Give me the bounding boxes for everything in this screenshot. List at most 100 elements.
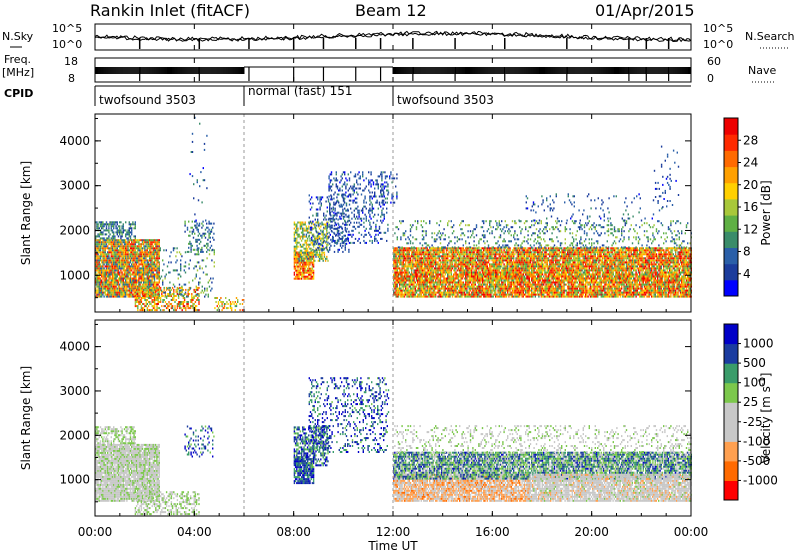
range-gate-cell bbox=[419, 267, 421, 270]
range-gate-cell bbox=[205, 273, 207, 276]
range-gate-cell bbox=[420, 257, 422, 260]
range-gate-cell bbox=[97, 293, 99, 296]
range-gate-cell bbox=[417, 277, 419, 280]
range-gate-cell bbox=[397, 251, 400, 254]
range-gate-cell bbox=[421, 259, 424, 262]
range-gate-cell bbox=[429, 265, 431, 268]
range-gate-cell bbox=[143, 243, 145, 246]
range-gate-cell bbox=[419, 295, 421, 298]
range-gate-cell bbox=[137, 241, 139, 244]
range-gate-cell bbox=[341, 239, 343, 242]
range-gate-cell bbox=[101, 271, 103, 274]
range-gate-cell bbox=[143, 271, 145, 274]
range-gate-cell bbox=[123, 277, 126, 280]
range-gate-cell bbox=[326, 229, 328, 232]
range-gate-cell bbox=[145, 285, 147, 288]
range-gate-cell bbox=[319, 198, 321, 201]
range-gate-cell bbox=[328, 235, 330, 238]
range-gate-cell bbox=[110, 223, 112, 226]
range-gate-cell bbox=[102, 291, 104, 294]
range-gate-cell bbox=[147, 269, 150, 272]
range-gate-cell bbox=[102, 263, 104, 266]
range-gate-cell bbox=[438, 253, 440, 256]
range-gate-cell bbox=[138, 273, 140, 276]
range-gate-cell bbox=[400, 279, 402, 282]
range-gate-cell bbox=[227, 307, 229, 310]
range-gate-cell bbox=[405, 265, 407, 268]
range-gate-cell bbox=[347, 219, 349, 222]
range-gate-cell bbox=[408, 249, 410, 252]
range-gate-cell bbox=[177, 277, 179, 280]
range-gate-cell bbox=[414, 295, 416, 298]
range-gate-cell bbox=[193, 295, 195, 298]
range-gate-cell bbox=[140, 245, 142, 248]
range-gate-cell bbox=[155, 273, 157, 276]
range-gate-cell bbox=[185, 307, 187, 310]
range-gate-cell bbox=[402, 247, 404, 250]
range-gate-cell bbox=[417, 263, 419, 266]
range-gate-cell bbox=[102, 275, 104, 278]
range-gate-cell bbox=[324, 236, 326, 239]
range-gate-cell bbox=[362, 175, 364, 178]
range-gate-cell bbox=[157, 301, 159, 303]
range-gate-cell bbox=[95, 245, 97, 248]
range-gate-cell bbox=[134, 259, 136, 262]
range-gate-cell bbox=[141, 285, 144, 288]
range-gate-cell bbox=[444, 293, 446, 296]
range-gate-cell bbox=[407, 247, 409, 250]
range-gate-cell bbox=[424, 277, 426, 280]
range-gate-cell bbox=[114, 253, 116, 256]
range-gate-cell bbox=[319, 196, 321, 199]
range-gate-cell bbox=[377, 229, 379, 232]
range-gate-cell bbox=[177, 295, 180, 297]
range-gate-cell bbox=[401, 251, 403, 254]
range-gate-cell bbox=[303, 275, 305, 278]
range-gate-cell bbox=[312, 223, 315, 226]
range-gate-cell bbox=[125, 257, 127, 260]
range-gate-cell bbox=[396, 277, 398, 280]
range-gate-cell bbox=[105, 287, 108, 290]
range-gate-cell bbox=[159, 286, 162, 289]
range-gate-cell bbox=[155, 287, 157, 290]
range-gate-cell bbox=[134, 273, 136, 276]
range-gate-cell bbox=[184, 261, 187, 264]
range-gate-cell bbox=[131, 263, 133, 266]
range-gate-cell bbox=[108, 279, 110, 282]
range-gate-cell bbox=[115, 279, 117, 282]
range-gate-cell bbox=[121, 261, 123, 264]
range-gate-cell bbox=[108, 293, 110, 296]
range-gate-cell bbox=[153, 283, 156, 286]
range-gate-cell bbox=[97, 291, 99, 294]
range-gate-cell bbox=[395, 249, 397, 252]
range-gate-cell bbox=[420, 247, 422, 250]
noise-traces bbox=[94, 30, 692, 49]
range-gate-cell bbox=[116, 271, 118, 274]
range-gate-cell bbox=[202, 167, 204, 170]
range-gate-cell bbox=[131, 283, 133, 286]
range-gate-cell bbox=[114, 243, 116, 246]
range-gate-cell bbox=[203, 142, 206, 145]
range-gate-cell bbox=[127, 285, 129, 288]
range-gate-cell bbox=[119, 229, 121, 232]
range-gate-cell bbox=[104, 281, 106, 284]
range-gate-cell bbox=[356, 215, 358, 218]
range-gate-cell bbox=[105, 223, 108, 226]
range-gate-cell bbox=[401, 263, 403, 266]
range-gate-cell bbox=[135, 290, 138, 293]
range-gate-cell bbox=[415, 285, 418, 288]
range-gate-cell bbox=[105, 227, 108, 230]
range-gate-cell bbox=[135, 265, 138, 268]
range-gate-cell bbox=[96, 261, 98, 264]
range-gate-cell bbox=[339, 205, 341, 208]
range-gate-cell bbox=[419, 249, 421, 252]
range-gate-cell bbox=[336, 193, 339, 196]
range-gate-cell bbox=[162, 299, 164, 301]
range-gate-cell bbox=[409, 277, 412, 280]
range-gate-cell bbox=[157, 247, 159, 250]
range-gate-cell bbox=[348, 179, 351, 182]
range-gate-cell bbox=[181, 255, 183, 258]
range-gate-cell bbox=[294, 251, 297, 254]
range-gate-cell bbox=[408, 275, 410, 278]
range-gate-cell bbox=[146, 253, 148, 256]
range-gate-cell bbox=[99, 277, 102, 280]
